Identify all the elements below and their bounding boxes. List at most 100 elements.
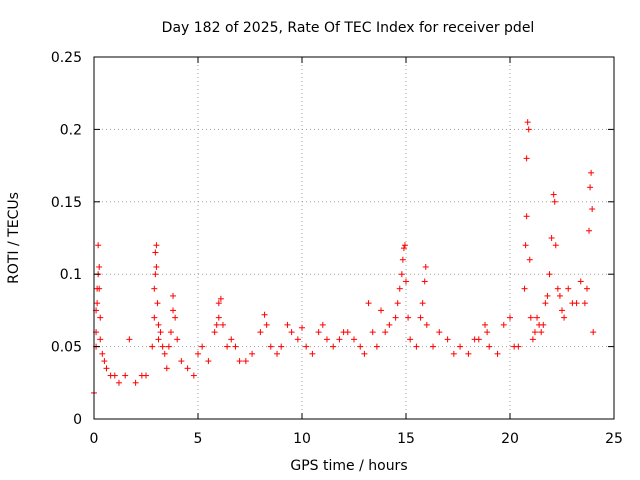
data-point bbox=[157, 329, 164, 336]
data-point bbox=[115, 379, 122, 386]
data-point bbox=[369, 329, 376, 336]
data-point bbox=[378, 307, 385, 314]
data-point bbox=[534, 314, 541, 321]
data-point bbox=[170, 292, 177, 299]
data-point bbox=[417, 314, 424, 321]
data-point bbox=[486, 343, 493, 350]
data-point bbox=[97, 314, 104, 321]
data-point bbox=[529, 336, 536, 343]
data-point bbox=[151, 314, 158, 321]
data-point bbox=[132, 379, 139, 386]
data-point bbox=[386, 321, 393, 328]
data-point bbox=[589, 206, 596, 213]
y-tick-label: 0.1 bbox=[60, 267, 82, 283]
data-point bbox=[423, 321, 430, 328]
x-tick-label: 15 bbox=[397, 431, 415, 447]
data-point bbox=[548, 235, 555, 241]
data-point bbox=[525, 126, 532, 133]
data-point bbox=[103, 365, 110, 372]
y-axis-label: ROTI / TECUs bbox=[6, 192, 22, 284]
data-point bbox=[219, 321, 226, 328]
data-point bbox=[413, 343, 420, 350]
data-point bbox=[540, 321, 547, 328]
data-point bbox=[521, 285, 528, 292]
data-point bbox=[199, 343, 206, 350]
data-point bbox=[213, 321, 220, 328]
data-point bbox=[111, 372, 118, 379]
y-tick-label: 0.2 bbox=[60, 122, 82, 138]
data-point bbox=[400, 245, 407, 252]
data-point bbox=[152, 271, 159, 278]
data-point bbox=[365, 300, 372, 307]
data-point bbox=[527, 314, 534, 321]
data-point bbox=[573, 300, 580, 307]
data-point bbox=[373, 343, 380, 350]
data-point bbox=[401, 242, 408, 249]
data-point bbox=[205, 358, 212, 365]
data-point bbox=[450, 350, 457, 357]
data-point bbox=[122, 372, 129, 379]
data-point bbox=[552, 242, 559, 249]
data-point bbox=[153, 242, 160, 249]
data-point bbox=[242, 358, 249, 365]
data-point bbox=[294, 336, 301, 343]
data-point bbox=[274, 350, 281, 357]
data-point bbox=[261, 311, 268, 318]
axes: 0 5 10 15 20 25 0 0.05 0.1 0.15 0.2 0.25 bbox=[51, 50, 623, 447]
data-point bbox=[96, 285, 103, 292]
data-point bbox=[577, 278, 584, 285]
data-point bbox=[96, 263, 103, 270]
data-point bbox=[500, 321, 507, 328]
data-point bbox=[382, 329, 389, 336]
chart-title: Day 182 of 2025, Rate Of TEC Index for r… bbox=[162, 20, 535, 36]
data-point bbox=[556, 292, 563, 299]
data-point bbox=[263, 321, 270, 328]
y-tick-label: 0.15 bbox=[51, 195, 82, 211]
data-point bbox=[101, 358, 108, 365]
data-point bbox=[215, 314, 222, 321]
data-point bbox=[211, 329, 218, 336]
data-point bbox=[396, 285, 403, 292]
data-point bbox=[405, 314, 412, 321]
data-point bbox=[465, 350, 472, 357]
data-point bbox=[515, 343, 522, 350]
data-point bbox=[152, 249, 159, 256]
data-point bbox=[330, 343, 337, 350]
data-point bbox=[257, 329, 264, 336]
data-point bbox=[336, 336, 343, 343]
data-point bbox=[284, 321, 291, 328]
data-point bbox=[249, 350, 256, 357]
x-tick-label: 5 bbox=[194, 431, 203, 447]
data-point bbox=[546, 271, 553, 278]
data-point bbox=[224, 343, 231, 350]
data-point bbox=[184, 365, 191, 372]
data-point bbox=[232, 343, 239, 350]
data-point bbox=[482, 321, 489, 328]
data-point bbox=[475, 336, 482, 343]
data-point bbox=[524, 119, 531, 126]
data-point bbox=[588, 169, 595, 176]
data-point bbox=[323, 336, 330, 343]
data-point bbox=[542, 300, 549, 307]
data-point bbox=[554, 285, 561, 292]
data-point bbox=[422, 263, 429, 270]
data-point bbox=[94, 300, 101, 307]
data-point bbox=[303, 343, 310, 350]
data-point bbox=[126, 336, 133, 343]
data-point bbox=[344, 329, 351, 336]
data-point bbox=[457, 343, 464, 350]
data-point bbox=[583, 285, 590, 292]
data-point bbox=[357, 343, 364, 350]
data-point bbox=[97, 336, 104, 343]
data-point bbox=[159, 343, 166, 350]
data-point bbox=[161, 350, 168, 357]
data-point bbox=[299, 324, 305, 331]
data-point bbox=[170, 307, 177, 314]
data-point bbox=[551, 198, 558, 205]
data-point bbox=[494, 350, 501, 357]
data-point bbox=[178, 358, 185, 365]
grid bbox=[94, 57, 614, 419]
data-point bbox=[95, 242, 102, 249]
data-point bbox=[587, 184, 594, 191]
